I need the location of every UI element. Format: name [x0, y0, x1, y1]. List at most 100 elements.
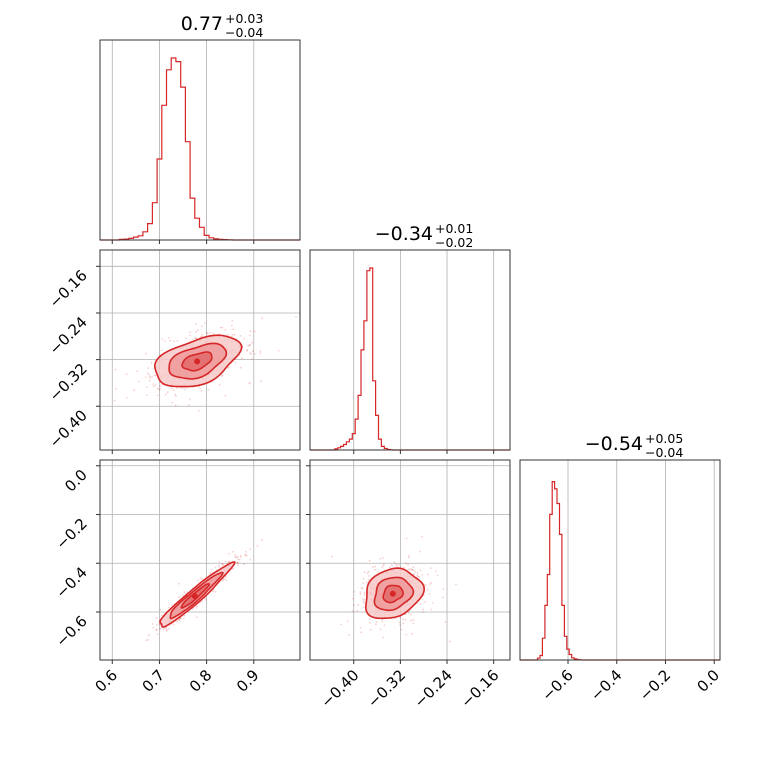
sample-point: [188, 398, 191, 401]
sample-point: [416, 574, 419, 576]
sample-point: [424, 601, 426, 603]
sample-point: [136, 370, 139, 373]
y-tick-label: −0.24: [46, 313, 91, 358]
sample-point: [228, 552, 231, 555]
sample-point: [224, 328, 227, 331]
sample-point: [402, 622, 404, 625]
hist-panel-1: [100, 57, 300, 241]
sample-point: [137, 380, 140, 383]
sample-point: [427, 573, 429, 576]
sample-point: [360, 631, 362, 634]
sample-point: [182, 617, 185, 620]
sample-point: [375, 621, 378, 623]
sample-point: [363, 594, 366, 596]
sample-point: [199, 387, 202, 390]
sample-point: [442, 596, 444, 599]
sample-point: [184, 388, 187, 391]
sample-point: [248, 381, 251, 384]
sample-point: [399, 624, 401, 627]
sample-point: [405, 537, 408, 540]
sample-point: [249, 330, 252, 333]
sample-point: [206, 332, 209, 335]
sample-point: [227, 366, 230, 368]
sample-point: [147, 367, 150, 369]
sample-point: [149, 377, 152, 379]
sample-point: [145, 386, 148, 389]
sample-point: [209, 331, 212, 334]
x-tick-label: −0.32: [364, 666, 409, 711]
sample-point: [231, 334, 234, 336]
sample-point: [402, 618, 404, 621]
sample-point: [418, 575, 420, 578]
sample-point: [166, 391, 169, 394]
sample-point: [201, 578, 204, 581]
sample-point: [362, 606, 365, 609]
sample-point: [125, 373, 128, 375]
sample-point: [407, 556, 410, 559]
sample-point: [221, 374, 224, 377]
sample-point: [152, 626, 155, 629]
title-minus-error: −0.04: [645, 445, 683, 460]
sample-point: [182, 594, 185, 596]
sample-point: [357, 604, 360, 606]
x-tick-label: 0.9: [233, 666, 263, 696]
sample-point: [178, 619, 181, 621]
sample-point: [230, 324, 233, 327]
sample-point: [416, 571, 419, 574]
sample-point: [369, 628, 372, 631]
sample-point: [421, 573, 424, 576]
sample-point: [219, 326, 222, 329]
sample-point: [218, 566, 221, 568]
sample-point: [231, 320, 234, 322]
sample-point: [205, 331, 208, 334]
sample-point: [125, 396, 128, 399]
sample-point: [148, 373, 151, 376]
sample-point: [165, 629, 168, 632]
scatter-panel-2: [145, 538, 263, 642]
sample-point: [241, 357, 244, 360]
sample-point: [429, 583, 431, 585]
sample-point: [197, 409, 200, 412]
sample-point: [363, 571, 366, 574]
sample-point: [374, 568, 376, 571]
histogram-3: [520, 481, 720, 661]
sample-point: [169, 339, 172, 342]
sample-point: [114, 368, 117, 371]
sample-point: [243, 338, 245, 340]
sample-point: [196, 616, 198, 619]
sample-point: [362, 600, 365, 603]
scatter-panel-1: [113, 315, 297, 412]
sample-point: [221, 563, 224, 566]
sample-point: [227, 561, 230, 564]
title-plus-error: +0.03: [225, 11, 263, 26]
sample-point: [419, 569, 422, 572]
sample-point: [155, 628, 158, 631]
sample-point: [426, 588, 429, 591]
sample-point: [159, 388, 162, 391]
sample-point: [192, 338, 195, 340]
sample-point: [359, 591, 362, 594]
sample-point: [152, 383, 155, 385]
sample-point: [277, 349, 280, 352]
hist-title-3: −0.54 +0.05−0.04: [585, 431, 684, 460]
contour-peak: [194, 358, 201, 365]
x-tick-label: 0.7: [139, 666, 169, 696]
sample-point: [248, 382, 251, 385]
sample-point: [222, 564, 225, 566]
sample-point: [351, 610, 354, 613]
sample-point: [331, 555, 333, 558]
sample-point: [372, 566, 374, 569]
sample-point: [201, 600, 204, 603]
sample-point: [383, 624, 386, 627]
panel-frame: [99, 459, 301, 661]
sample-point: [145, 352, 148, 355]
scatter-panel-3: [331, 535, 457, 643]
hist-panel-3: [520, 481, 720, 661]
sample-point: [230, 335, 233, 338]
sample-point: [249, 548, 252, 550]
sample-point: [251, 341, 253, 344]
contour-peak: [389, 590, 396, 597]
sample-point: [200, 389, 203, 392]
sample-point: [379, 557, 382, 560]
title-plus-error: +0.01: [435, 221, 473, 236]
